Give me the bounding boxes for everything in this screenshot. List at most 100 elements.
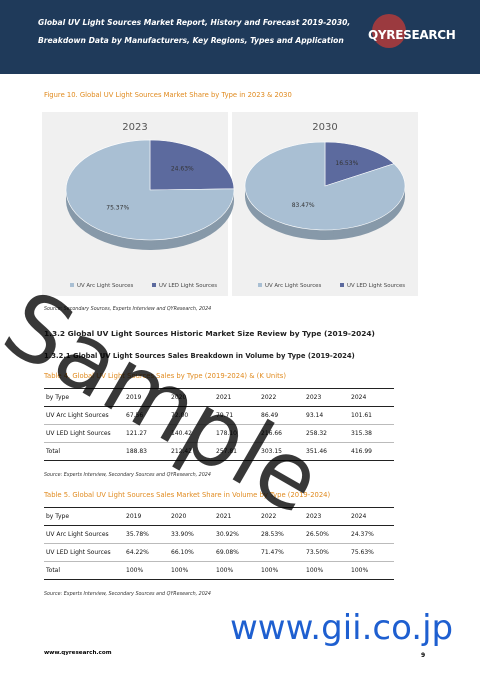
table-cell: 79.71 xyxy=(214,406,259,425)
table-cell: 100% xyxy=(124,561,169,580)
pie-title: 2023 xyxy=(122,122,147,133)
table-row: Total 188.83 212.42 257.81 303.15 351.46 416.9… xyxy=(44,442,394,461)
table-cell: 28.53% xyxy=(259,525,304,544)
table-row: UV LED Light Sources 64.22% 66.10% 69.08% 71… xyxy=(44,543,394,562)
page-number: 9 xyxy=(421,652,426,659)
header-cell: 2019 xyxy=(124,388,169,407)
table-cell: 121.27 xyxy=(124,424,169,443)
table-cell: Total xyxy=(44,442,124,461)
table-cell: 33.90% xyxy=(169,525,214,544)
table-cell: 100% xyxy=(169,561,214,580)
footer-url: www.qyresearch.com xyxy=(44,650,112,656)
data-table: by Type 2019 2020 2021 2022 2023 2024 UV Arc Li… xyxy=(44,507,394,580)
table-cell: UV LED Light Sources xyxy=(44,543,124,562)
table-cell: 35.78% xyxy=(124,525,169,544)
header-cell: 2024 xyxy=(349,507,394,526)
table-cell: 303.15 xyxy=(259,442,304,461)
table-cell: 24.37% xyxy=(349,525,394,544)
table-cell: 100% xyxy=(349,561,394,580)
legend-swatch xyxy=(70,283,74,287)
header-cell: 2023 xyxy=(304,507,349,526)
table-cell: 26.50% xyxy=(304,525,349,544)
table-cell: 67.56 xyxy=(124,406,169,425)
header-cell: 2019 xyxy=(124,507,169,526)
table-caption: Table 5. Global UV Light Sources Sales M… xyxy=(44,491,331,499)
table-cell: 64.22% xyxy=(124,543,169,562)
subsection-heading: 1.3.2.1 Global UV Light Sources Sales Br… xyxy=(44,352,355,360)
data-label: 24.63% xyxy=(171,165,194,172)
table-cell: 86.49 xyxy=(259,406,304,425)
header-cell: 2021 xyxy=(214,507,259,526)
data-label: 83.47% xyxy=(292,202,315,209)
table-cell: 75.63% xyxy=(349,543,394,562)
table-cell: 66.10% xyxy=(169,543,214,562)
table-cell: 73.50% xyxy=(304,543,349,562)
table-cell: 140.42 xyxy=(169,424,214,443)
watermark-url: www.gii.co.jp xyxy=(230,608,454,648)
table-cell: UV LED Light Sources xyxy=(44,424,124,443)
table-cell: 100% xyxy=(304,561,349,580)
header-cell: by Type xyxy=(44,388,124,407)
pie-slice xyxy=(149,139,235,191)
table-cell: 101.61 xyxy=(349,406,394,425)
table-cell: 72.00 xyxy=(169,406,214,425)
table-cell: 258.32 xyxy=(304,424,349,443)
logo: QYRESEARCH xyxy=(368,28,456,42)
legend-label: UV LED Light Sources xyxy=(159,283,217,289)
logo-mark xyxy=(372,14,406,48)
header-cell: 2022 xyxy=(259,507,304,526)
data-label: 75.37% xyxy=(106,205,129,212)
table-source: Source: Experts Interview, Secondary Sou… xyxy=(44,592,211,597)
table-row: UV Arc Light Sources 67.56 72.00 79.71 86.49… xyxy=(44,406,394,425)
header-cell: 2021 xyxy=(214,388,259,407)
table-cell: 257.81 xyxy=(214,442,259,461)
table-cell: 69.08% xyxy=(214,543,259,562)
legend-swatch xyxy=(340,283,344,287)
header-cell: by Type xyxy=(44,507,124,526)
table-cell: 30.92% xyxy=(214,525,259,544)
figure-caption: Figure 10. Global UV Light Sources Marke… xyxy=(44,91,292,99)
figure-source: Source: Secondary Sources, Experts Inter… xyxy=(44,307,212,312)
pie-charts: 2023 24.63% 75.37% UV Arc Light Sources UV L… xyxy=(42,112,418,296)
pie-slice xyxy=(324,141,395,187)
table-cell: 93.14 xyxy=(304,406,349,425)
pie-title: 2030 xyxy=(312,122,337,133)
legend-label: UV LED Light Sources xyxy=(347,283,405,289)
table-cell: UV Arc Light Sources xyxy=(44,406,124,425)
table-header: by Type 2019 2020 2021 2022 2023 2024 xyxy=(44,388,394,407)
table-cell: 178.10 xyxy=(214,424,259,443)
header-cell: 2023 xyxy=(304,388,349,407)
section-heading: 1.3.2 Global UV Light Sources Historic M… xyxy=(44,329,375,338)
pie-slice xyxy=(244,141,406,231)
table-cell: 416.99 xyxy=(349,442,394,461)
table-cell: 216.66 xyxy=(259,424,304,443)
data-table: by Type 2019 2020 2021 2022 2023 2024 UV Arc Li… xyxy=(44,388,394,461)
header-cell: 2022 xyxy=(259,388,304,407)
legend-label: UV Arc Light Sources xyxy=(265,283,321,289)
header-cell: 2024 xyxy=(349,388,394,407)
table-cell: 100% xyxy=(214,561,259,580)
pie-slice xyxy=(65,139,235,241)
table-cell: Total xyxy=(44,561,124,580)
table-source: Source: Experts Interview, Secondary Sou… xyxy=(44,473,211,478)
header-cell: 2020 xyxy=(169,388,214,407)
legend-swatch xyxy=(152,283,156,287)
table-cell: 71.47% xyxy=(259,543,304,562)
table-cell: 100% xyxy=(259,561,304,580)
legend-swatch xyxy=(258,283,262,287)
legend-label: UV Arc Light Sources xyxy=(77,283,133,289)
table-header: by Type 2019 2020 2021 2022 2023 2024 xyxy=(44,507,394,526)
table-row: Total 100% 100% 100% 100% 100% 100% xyxy=(44,561,394,580)
table-caption: Table 4. Global UV Light Sources Sales b… xyxy=(44,372,286,380)
table-cell: 351.46 xyxy=(304,442,349,461)
table-cell: 212.42 xyxy=(169,442,214,461)
header-cell: 2020 xyxy=(169,507,214,526)
table-cell: 315.38 xyxy=(349,424,394,443)
table-row: UV Arc Light Sources 35.78% 33.90% 30.92% 28… xyxy=(44,525,394,544)
header-title: Global UV Light Sources Market Report, H… xyxy=(38,18,351,45)
table-cell: 188.83 xyxy=(124,442,169,461)
table-row: UV LED Light Sources 121.27 140.42 178.10 21… xyxy=(44,424,394,443)
table-cell: UV Arc Light Sources xyxy=(44,525,124,544)
data-label: 16.53% xyxy=(335,160,358,167)
